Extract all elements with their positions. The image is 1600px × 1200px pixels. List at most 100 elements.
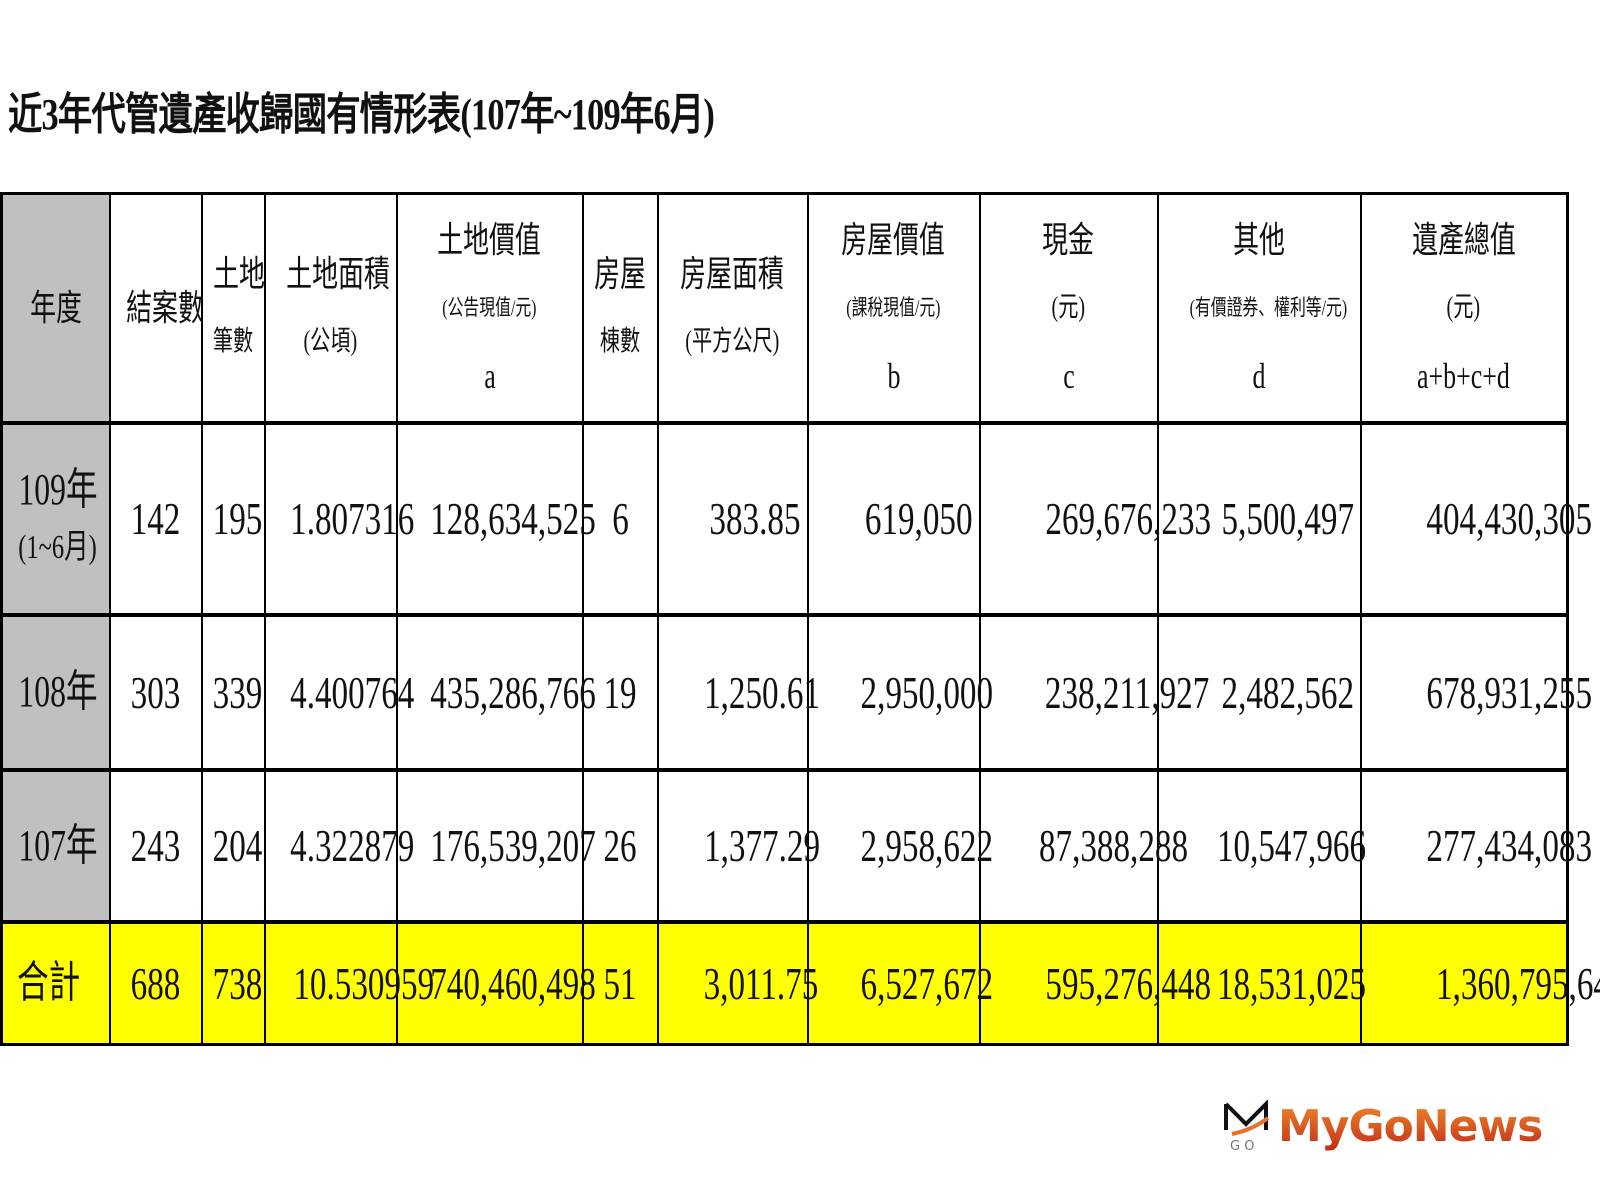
cell-value: 5,500,497 <box>1221 493 1354 544</box>
data-cell: 404,430,305 <box>1359 421 1592 617</box>
cell-value: 142 <box>130 493 181 544</box>
cell-value: 740,460,498 <box>429 957 596 1009</box>
cell-value: 3,011.75 <box>703 957 818 1009</box>
year-cell: 107年 <box>0 768 111 924</box>
data-cell: 738 <box>200 920 266 1046</box>
column-header: 房屋面積 (平方公尺) <box>656 192 809 425</box>
data-cell: 128,634,525 <box>395 421 595 617</box>
svg-text:G O: G O <box>1230 1139 1254 1152</box>
column-header: 遺產總值 (元) a+b+c+d <box>1359 192 1569 425</box>
data-cell: 87,388,288 <box>978 768 1188 924</box>
column-header-text: 房屋價值 <box>841 219 946 260</box>
data-cell: 269,676,233 <box>978 421 1211 617</box>
column-header-text: b <box>887 355 900 396</box>
column-header-text: c <box>1062 355 1075 396</box>
data-cell: 10.530959 <box>263 920 434 1046</box>
cell-value: 404,430,305 <box>1425 493 1592 544</box>
data-cell: 688 <box>108 920 203 1046</box>
estate-table: 年度 結案數 土地 筆數 土地面積 (公頃) 土地價值 (公告現值/元) a 房屋 棟數 房屋面積 (平… <box>0 192 1600 1046</box>
table-row: 107年 243 204 4.322879 176,539,207 26 1,377.29 2… <box>0 768 1592 924</box>
cell-value: 595,276,448 <box>1044 957 1211 1009</box>
cell-value: 688 <box>130 957 181 1009</box>
cell-value: 204 <box>212 820 262 871</box>
column-header-text: 土地價值 <box>437 219 542 260</box>
cell-value: 238,211,927 <box>1044 666 1209 718</box>
year-label: 108年 <box>18 667 98 716</box>
cell-value: 18,531,025 <box>1216 957 1366 1009</box>
cell-value: 1.807316 <box>289 493 414 544</box>
column-header: 現金 (元) c <box>978 192 1159 425</box>
data-cell: 142 <box>108 421 203 617</box>
column-header: 其他 (有價證券、權利等/元) d <box>1156 192 1362 425</box>
cell-value: 195 <box>212 493 262 544</box>
column-header-text: d <box>1252 355 1266 396</box>
cell-value: 128,634,525 <box>429 493 596 544</box>
cell-value: 19 <box>603 666 637 718</box>
data-cell: 238,211,927 <box>978 613 1209 772</box>
data-cell: 1,377.29 <box>656 768 820 924</box>
cell-value: 176,539,207 <box>429 820 596 871</box>
data-cell: 176,539,207 <box>395 768 595 924</box>
cell-value: 678,931,255 <box>1425 666 1592 718</box>
column-header-text: (元) <box>1446 291 1481 323</box>
cell-value: 1,360,795,643 <box>1435 957 1600 1009</box>
column-header-text: (平方公尺) <box>685 325 780 357</box>
year-label: 107年 <box>18 820 98 870</box>
year-cell: 合計 <box>0 920 111 1046</box>
data-cell: 26 <box>581 768 659 924</box>
column-header: 房屋 棟數 <box>581 192 659 425</box>
mygo-logo-icon: G O <box>1224 1100 1270 1152</box>
data-cell: 18,531,025 <box>1156 920 1366 1046</box>
year-label: 109年 <box>18 464 98 514</box>
column-header-text: 現金 <box>1042 219 1095 260</box>
column-header-text: (公頃) <box>303 325 358 357</box>
data-cell: 243 <box>108 768 203 924</box>
column-header-text: 遺產總值 <box>1411 219 1516 260</box>
cell-value: 1,377.29 <box>703 820 820 871</box>
cell-value: 10,547,966 <box>1216 820 1366 871</box>
column-header-text: (公告現值/元) <box>442 294 537 320</box>
data-cell: 1,360,795,643 <box>1359 920 1600 1046</box>
cell-value: 4.322879 <box>289 820 414 871</box>
data-cell: 4.400764 <box>263 613 414 772</box>
data-cell: 740,460,498 <box>395 920 595 1046</box>
data-cell: 3,011.75 <box>656 920 818 1046</box>
year-label: 合計 <box>17 958 81 1008</box>
cell-value: 738 <box>212 957 262 1009</box>
data-cell: 2,958,622 <box>806 768 993 924</box>
column-header-text: a <box>483 355 496 396</box>
column-header-text: 其他 <box>1233 219 1285 260</box>
logo-text: MyGoNews <box>1278 1100 1543 1152</box>
cell-value: 269,676,233 <box>1044 493 1211 544</box>
cell-value: 26 <box>603 820 637 871</box>
cell-value: 87,388,288 <box>1038 820 1188 871</box>
column-header: 土地面積 (公頃) <box>263 192 398 425</box>
column-header-text: 年度 <box>29 287 82 328</box>
column-header-text: (元) <box>1051 291 1086 323</box>
data-cell: 51 <box>581 920 659 1046</box>
data-cell: 595,276,448 <box>978 920 1211 1046</box>
column-header-text: 土地 <box>212 253 265 294</box>
data-cell: 6,527,672 <box>806 920 993 1046</box>
data-cell: 383.85 <box>656 421 809 617</box>
cell-value: 51 <box>603 957 637 1009</box>
cell-value: 243 <box>130 820 181 871</box>
data-cell: 435,286,766 <box>395 613 595 772</box>
data-cell: 619,050 <box>806 421 981 617</box>
year-label: (1~6月) <box>18 528 97 566</box>
data-cell: 4.322879 <box>263 768 414 924</box>
cell-value: 2,958,622 <box>860 820 993 871</box>
column-header-text: 土地面積 <box>285 253 390 294</box>
year-cell: 108年 <box>0 613 111 772</box>
cell-value: 303 <box>130 666 181 718</box>
data-cell: 2,482,562 <box>1156 613 1362 772</box>
data-cell: 277,434,083 <box>1359 768 1592 924</box>
column-header: 土地價值 (公告現值/元) a <box>395 192 584 425</box>
column-header-text: (有價證券、權利等/元) <box>1189 294 1347 320</box>
column-header-text: 棟數 <box>599 325 641 357</box>
data-cell: 339 <box>200 613 266 772</box>
column-header: 房屋價值 (課稅現值/元) b <box>806 192 981 425</box>
column-header-text: 房屋面積 <box>680 253 785 294</box>
data-cell: 678,931,255 <box>1359 613 1592 772</box>
year-cell: 109年 (1~6月) <box>0 421 111 617</box>
